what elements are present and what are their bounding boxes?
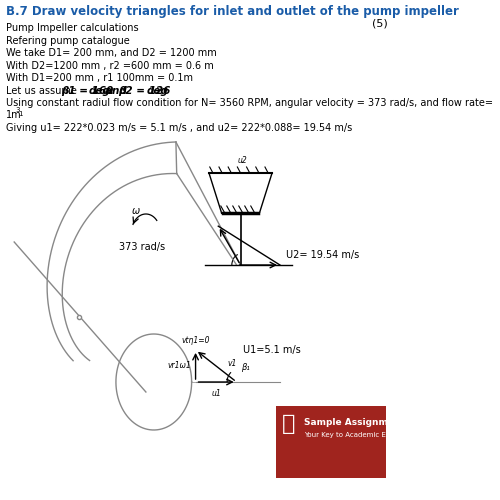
Text: B.7 Draw velocity triangles for inlet and outlet of the pump impeller: B.7 Draw velocity triangles for inlet an… [6, 5, 459, 18]
Text: Sample Assignment: Sample Assignment [304, 418, 404, 427]
Text: Using constant radiul flow condition for N= 3560 RPM, angular velocity = 373 rad: Using constant radiul flow condition for… [6, 98, 494, 108]
Text: v1: v1 [227, 358, 236, 368]
Text: u2: u2 [237, 156, 247, 165]
Text: 373 rad/s: 373 rad/s [119, 242, 165, 252]
Text: 1m: 1m [6, 110, 22, 120]
Text: 3: 3 [15, 108, 20, 114]
Text: Let us assume: Let us assume [6, 86, 80, 96]
Text: vtη1=0: vtη1=0 [182, 336, 210, 345]
Text: Refering pump catalogue: Refering pump catalogue [6, 36, 130, 46]
Text: β2 = 126: β2 = 126 [118, 86, 171, 96]
Text: (5): (5) [372, 19, 388, 29]
Text: We take D1= 200 mm, and D2 = 1200 mm: We take D1= 200 mm, and D2 = 1200 mm [6, 48, 217, 58]
Text: deg.: deg. [88, 86, 114, 96]
Text: 🕊: 🕊 [282, 414, 296, 434]
Text: β1 = 160: β1 = 160 [62, 86, 114, 96]
Text: Giving u1= 222*0.023 m/s = 5.1 m/s , and u2= 222*0.088= 19.54 m/s: Giving u1= 222*0.023 m/s = 5.1 m/s , and… [6, 123, 352, 133]
Text: and: and [105, 86, 130, 96]
Text: ω: ω [132, 206, 140, 216]
Text: U2= 19.54 m/s: U2= 19.54 m/s [286, 250, 360, 260]
FancyBboxPatch shape [276, 406, 386, 478]
Text: Pump Impeller calculations: Pump Impeller calculations [6, 23, 139, 33]
Text: U1=5.1 m/s: U1=5.1 m/s [243, 345, 300, 355]
Text: 1: 1 [18, 112, 22, 117]
Text: u1: u1 [211, 389, 221, 398]
Text: β₁: β₁ [240, 364, 250, 372]
Text: deg: deg [146, 86, 169, 96]
Text: With D1=200 mm , r1 100mm = 0.1m: With D1=200 mm , r1 100mm = 0.1m [6, 73, 194, 83]
Text: Your Key to Academic Excellence: Your Key to Academic Excellence [304, 432, 418, 438]
Text: With D2=1200 mm , r2 =600 mm = 0.6 m: With D2=1200 mm , r2 =600 mm = 0.6 m [6, 60, 214, 70]
Text: vr1ω1: vr1ω1 [168, 362, 192, 370]
